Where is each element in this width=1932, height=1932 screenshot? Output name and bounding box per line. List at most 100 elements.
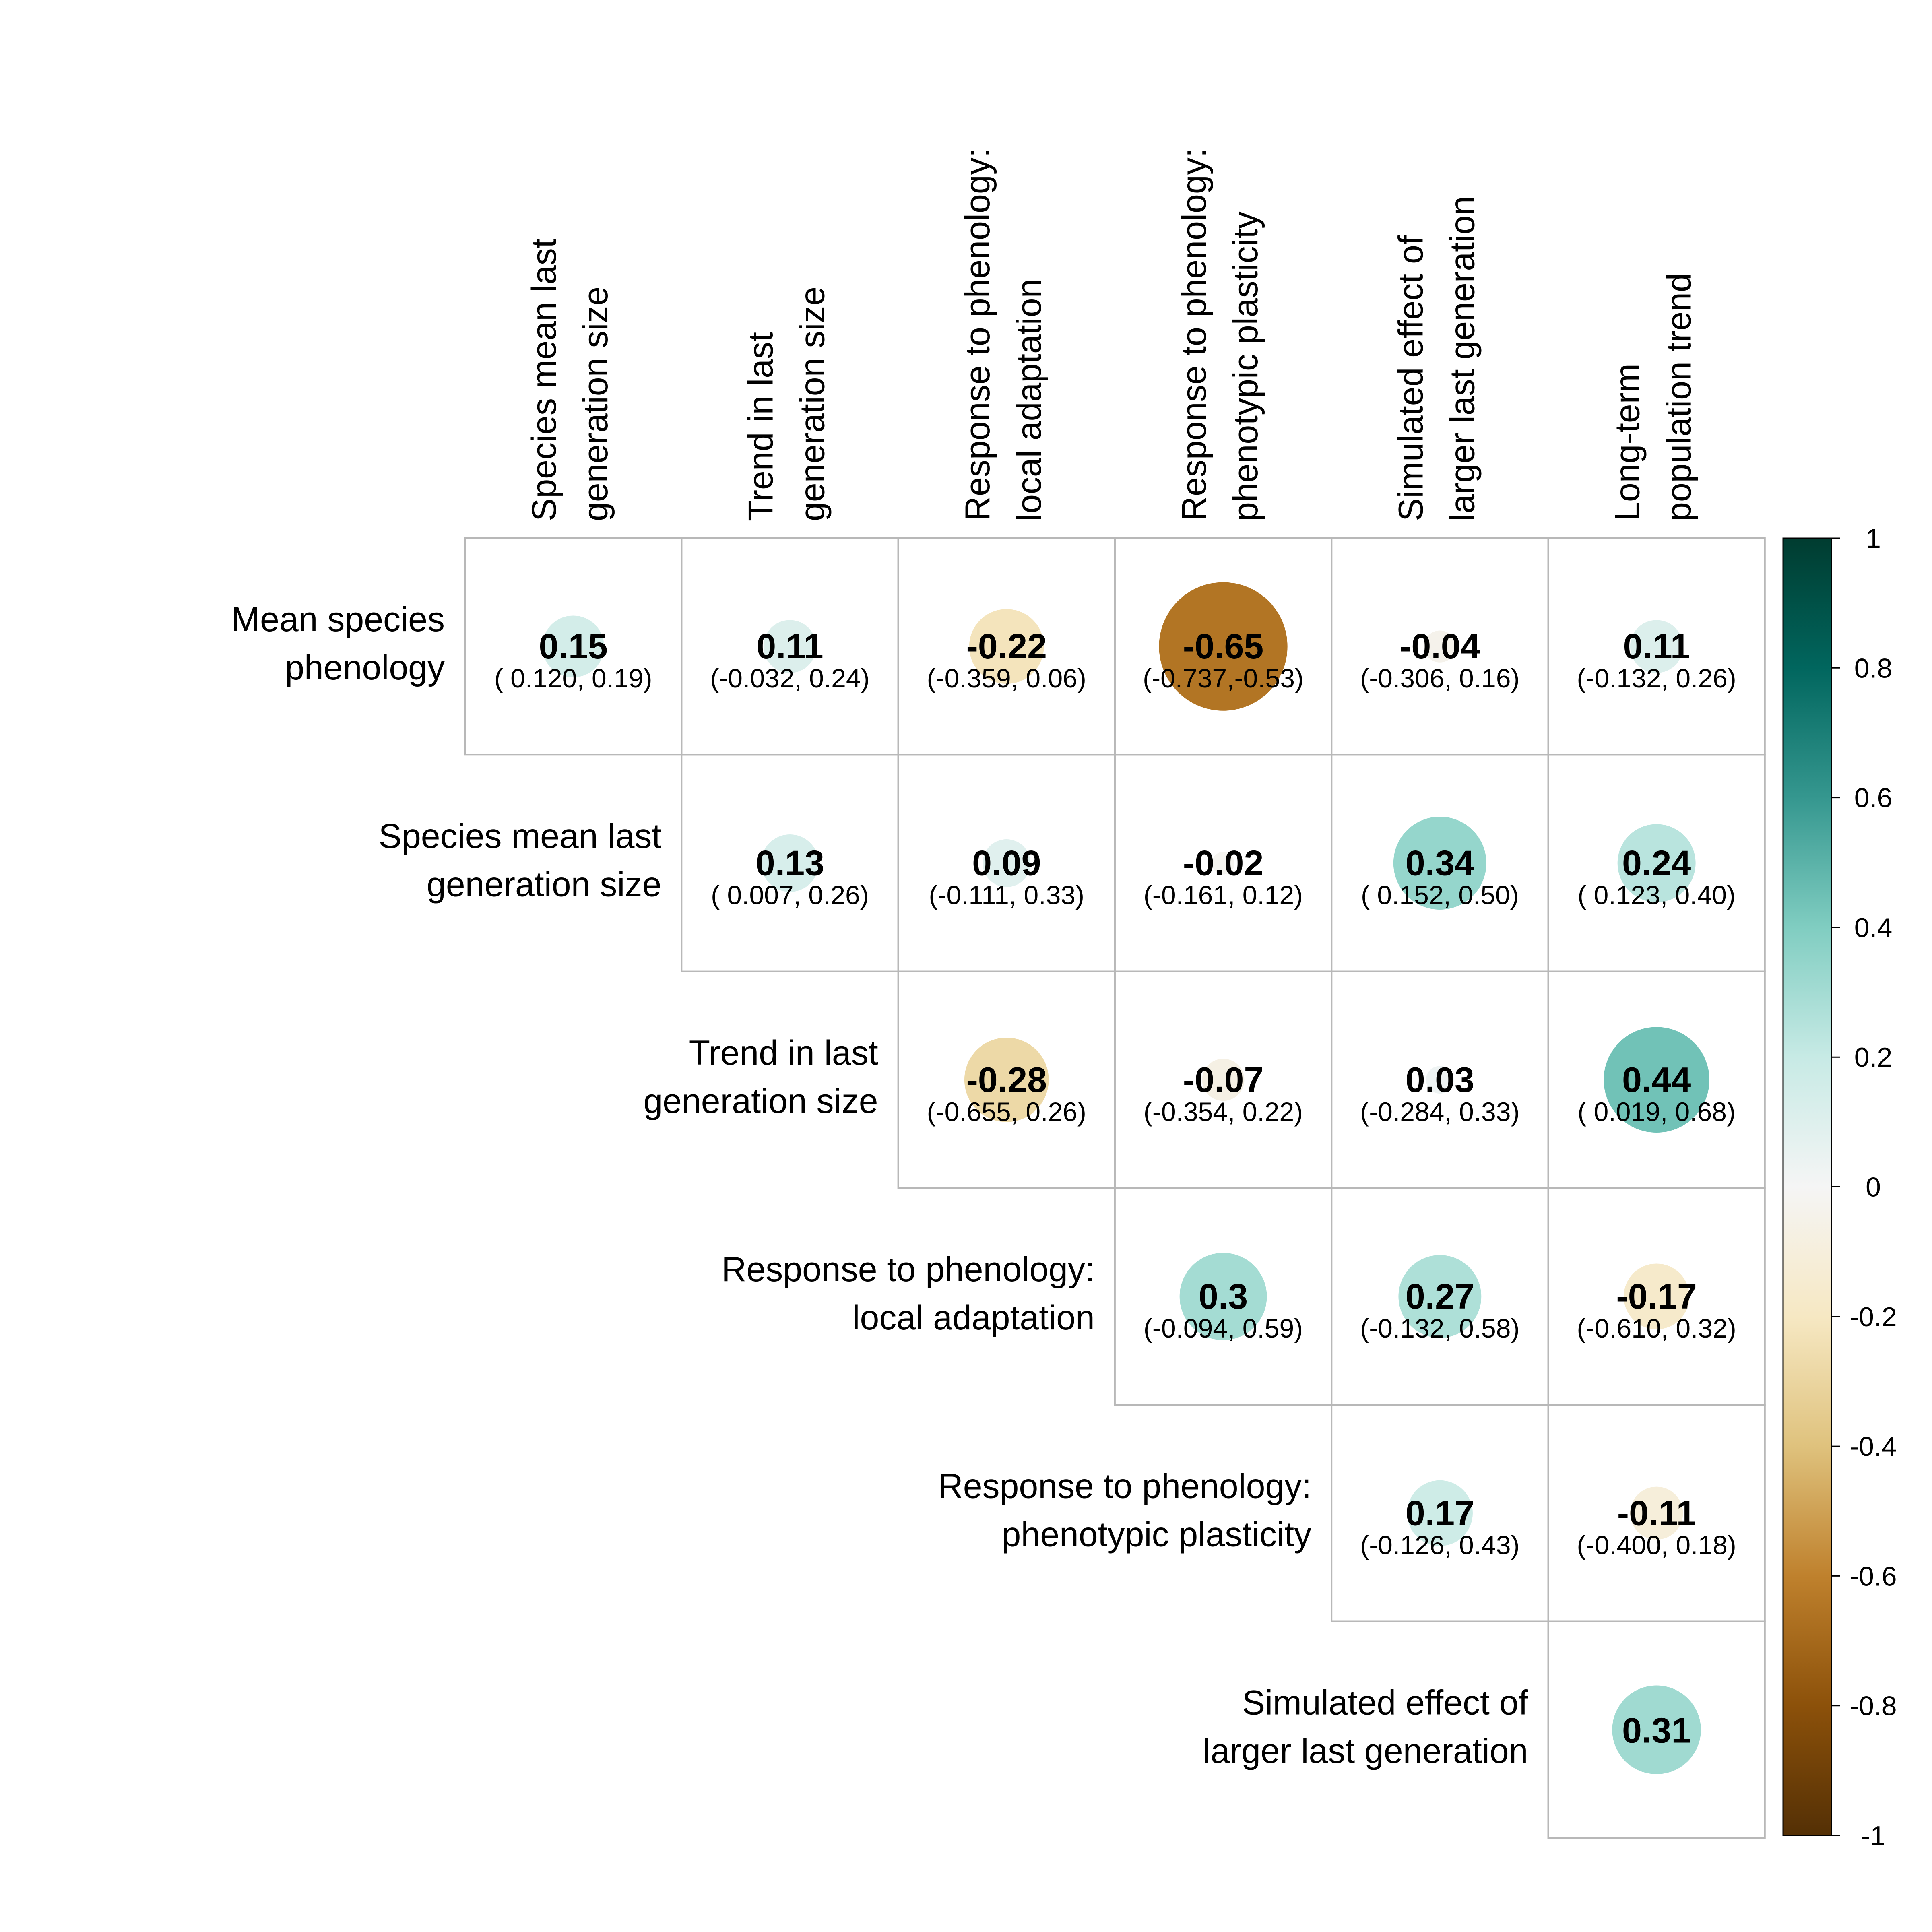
row-label: Response to phenology: local adaptation xyxy=(721,1250,1095,1337)
correlation-circle xyxy=(1393,816,1486,910)
matrix-cell: 0.11(-0.032, 0.24) xyxy=(681,537,899,756)
colorbar-tick-label: -0.2 xyxy=(1849,1302,1897,1332)
correlation-value: 0.31 xyxy=(1622,1711,1691,1750)
confidence-interval: (-0.655, 0.26) xyxy=(927,1097,1086,1127)
confidence-interval: (-0.354, 0.22) xyxy=(1144,1097,1303,1127)
colorbar-legend: 1 0.8 0.6 0.4 0.2 0 -0.2 -0.4 -0.6 -0.8 -1 xyxy=(1782,523,1897,1851)
correlation-circle xyxy=(1426,1066,1454,1094)
confidence-interval: (-0.132, 0.58) xyxy=(1360,1313,1519,1343)
matrix-cell: 0.3(-0.094, 0.59) xyxy=(1114,1187,1333,1406)
correlation-circle xyxy=(969,609,1044,684)
confidence-interval: ( 0.019, 0.68) xyxy=(1577,1097,1736,1127)
correlation-value: 0.17 xyxy=(1406,1493,1474,1533)
row-label-line: larger last generation xyxy=(1203,1732,1528,1771)
correlation-circle xyxy=(1202,1059,1245,1101)
row-label: Trend in last generation size xyxy=(643,1034,878,1121)
row-label: Response to phenology: phenotypic plastic… xyxy=(938,1467,1312,1554)
confidence-interval: (-0.126, 0.43) xyxy=(1360,1530,1519,1560)
column-labels: Species mean last generation size Trend in… xyxy=(525,148,1699,521)
confidence-interval: ( 0.123, 0.40) xyxy=(1577,880,1736,910)
confidence-interval: (-0.359, 0.06) xyxy=(927,663,1086,693)
row-label: Mean species phenology xyxy=(231,600,445,687)
matrix-cell: 0.03(-0.284, 0.33) xyxy=(1331,970,1549,1189)
matrix-cell: 0.31 xyxy=(1547,1620,1766,1839)
correlation-value: 0.44 xyxy=(1622,1060,1691,1100)
matrix-cell: 0.11(-0.132, 0.26) xyxy=(1547,537,1766,756)
correlation-value: -0.28 xyxy=(966,1060,1047,1100)
column-label-line: larger last generation xyxy=(1443,196,1482,521)
colorbar-tick-label: -0.8 xyxy=(1849,1691,1897,1721)
correlation-value: 0.13 xyxy=(755,843,824,883)
confidence-interval: (-0.306, 0.16) xyxy=(1360,663,1519,693)
matrix-cell: 0.34( 0.152, 0.50) xyxy=(1331,754,1549,972)
row-label-line: Response to phenology: xyxy=(938,1467,1312,1505)
correlation-circle xyxy=(1624,1263,1690,1329)
row-label-line: Response to phenology: xyxy=(721,1250,1095,1289)
matrix-cell: 0.13( 0.007, 0.26) xyxy=(681,754,899,972)
row-label-line: Simulated effect of xyxy=(1242,1684,1529,1722)
column-label-line: generation size xyxy=(576,287,615,521)
column-label-line: population trend xyxy=(1660,273,1699,521)
correlation-value: -0.07 xyxy=(1183,1060,1264,1100)
column-label-line: Long-term xyxy=(1608,363,1647,521)
correlation-value: 0.27 xyxy=(1406,1276,1474,1316)
confidence-interval: (-0.610, 0.32) xyxy=(1577,1313,1736,1343)
confidence-interval: (-0.094, 0.59) xyxy=(1144,1313,1303,1343)
colorbar-gradient xyxy=(1782,537,1832,1836)
column-label-line: local adaptation xyxy=(1010,279,1049,521)
colorbar-tick-label: 0 xyxy=(1866,1172,1881,1203)
confidence-interval: (-0.400, 0.18) xyxy=(1577,1530,1736,1560)
correlation-value: -0.65 xyxy=(1183,626,1264,666)
correlation-circle xyxy=(1398,1255,1482,1338)
column-label: Response to phenology: phenotypic plastic… xyxy=(1175,148,1265,521)
colorbar-tick-label: 0.2 xyxy=(1854,1042,1893,1073)
row-labels: Mean species phenology Species mean last ge… xyxy=(231,600,1529,1771)
row-label-line: Mean species xyxy=(231,600,445,639)
column-label-line: generation size xyxy=(793,287,832,521)
row-label-line: phenotypic plasticity xyxy=(1002,1515,1312,1554)
column-label-line: phenotypic plasticity xyxy=(1226,211,1265,521)
matrix-cell: -0.11(-0.400, 0.18) xyxy=(1547,1404,1766,1622)
column-label-line: Trend in last xyxy=(741,332,780,521)
correlation-value: 0.03 xyxy=(1406,1060,1474,1100)
matrix-cell: -0.02(-0.161, 0.12) xyxy=(1114,754,1333,972)
column-label: Long-term population trend xyxy=(1608,273,1699,521)
matrix-cell: 0.24( 0.123, 0.40) xyxy=(1547,754,1766,972)
confidence-interval: ( 0.152, 0.50) xyxy=(1361,880,1519,910)
correlation-value: 0.11 xyxy=(1623,626,1690,666)
column-label-line: Species mean last xyxy=(525,238,564,521)
row-label: Species mean last generation size xyxy=(379,817,662,904)
confidence-interval: (-0.737,-0.53) xyxy=(1143,663,1304,693)
column-label-line: Simulated effect of xyxy=(1391,235,1430,521)
correlation-circle xyxy=(1212,852,1235,875)
column-label-line: Response to phenology: xyxy=(958,148,997,521)
correlation-circle xyxy=(1617,824,1696,902)
matrix-cell: -0.22(-0.359, 0.06) xyxy=(897,537,1116,756)
correlation-value: -0.17 xyxy=(1616,1276,1697,1316)
matrix-cell: 0.15( 0.120, 0.19) xyxy=(464,537,683,756)
matrix-cells: 0.15( 0.120, 0.19)0.11(-0.032, 0.24)-0.2… xyxy=(464,537,1766,1839)
correlation-value: 0.15 xyxy=(539,626,608,666)
matrix-cell: -0.17(-0.610, 0.32) xyxy=(1547,1187,1766,1406)
matrix-cell: -0.65(-0.737,-0.53) xyxy=(1114,537,1333,756)
row-label-line: local adaptation xyxy=(852,1298,1094,1337)
correlation-circle xyxy=(761,834,819,892)
confidence-interval: (-0.284, 0.33) xyxy=(1360,1097,1519,1127)
correlation-circle xyxy=(1604,1027,1709,1133)
row-label-line: Species mean last xyxy=(379,817,662,855)
correlation-value: 0.11 xyxy=(756,626,823,666)
confidence-interval: ( 0.120, 0.19) xyxy=(494,663,652,693)
matrix-cell: 0.44( 0.019, 0.68) xyxy=(1547,970,1766,1189)
correlation-circle xyxy=(964,1037,1049,1122)
colorbar-tick-label: -0.4 xyxy=(1849,1431,1897,1462)
confidence-interval: (-0.032, 0.24) xyxy=(710,663,869,693)
matrix-cell: -0.04(-0.306, 0.16) xyxy=(1331,537,1549,756)
correlation-circle xyxy=(1424,630,1456,663)
matrix-cell: 0.27(-0.132, 0.58) xyxy=(1331,1187,1549,1406)
colorbar-tick-label: 0.8 xyxy=(1854,653,1893,683)
correlation-value: -0.11 xyxy=(1617,1493,1696,1533)
matrix-cell: 0.09(-0.111, 0.33) xyxy=(897,754,1116,972)
colorbar-tick-label: -0.6 xyxy=(1849,1561,1897,1591)
confidence-interval: (-0.111, 0.33) xyxy=(929,880,1084,910)
